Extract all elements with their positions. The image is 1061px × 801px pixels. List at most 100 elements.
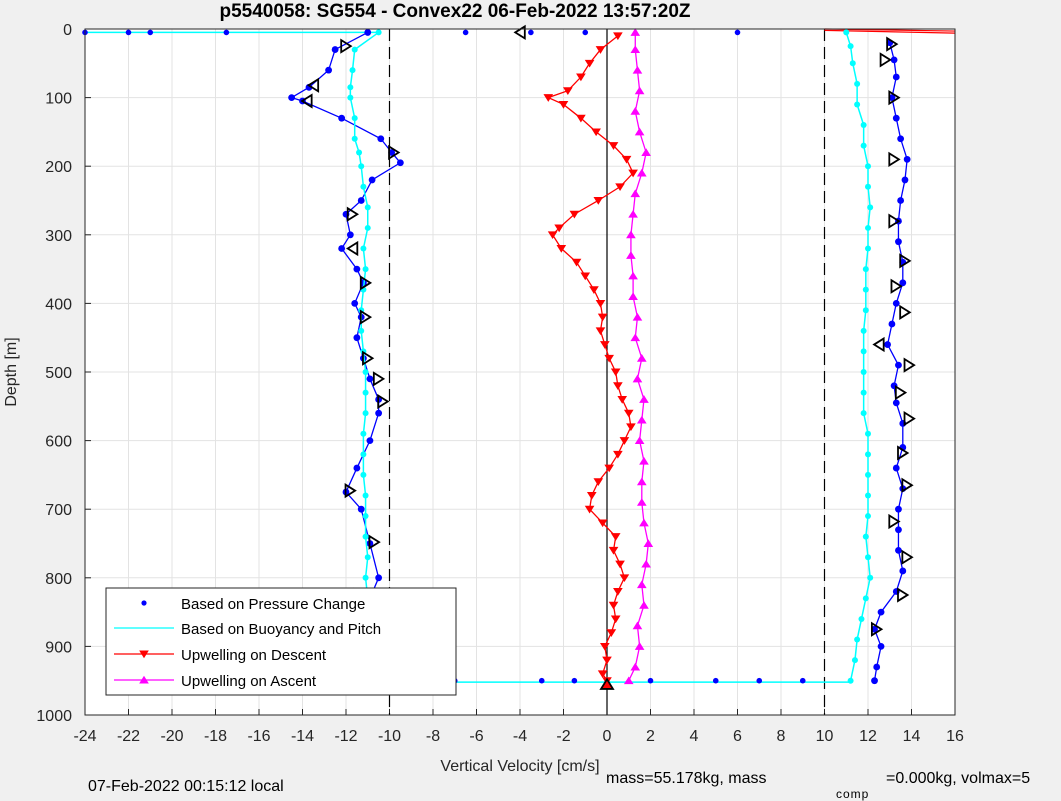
series-upwelling-on-descent-point	[593, 197, 604, 205]
series-based-on-pressure-change-point	[353, 464, 361, 472]
series-upwelling-on-ascent-point	[626, 230, 636, 239]
series-upwelling-on-ascent-point	[632, 374, 643, 383]
x-tick-label: 6	[733, 728, 742, 745]
series-based-on-buoyancy-and-pitch-point	[867, 204, 874, 211]
series-upwelling-on-ascent-point	[639, 456, 649, 465]
surface-point	[582, 29, 589, 36]
series-based-on-pressure-change-point	[353, 334, 361, 342]
series-upwelling-on-descent-point	[569, 210, 580, 219]
series-based-on-pressure-change-point	[375, 574, 383, 582]
y-tick-label: 200	[45, 159, 72, 176]
y-tick-label: 0	[63, 22, 72, 39]
legend-box	[105, 587, 457, 696]
plot-frame	[84, 28, 956, 716]
series-based-on-pressure-change-point	[899, 567, 907, 575]
x-tick-label: -8	[426, 728, 440, 745]
series-based-on-buoyancy-and-pitch-point	[860, 327, 867, 334]
y-tick-label: 800	[45, 571, 72, 588]
series-based-on-pressure-change-point	[877, 643, 885, 650]
x-axis-label: Vertical Velocity [cm/s]	[440, 758, 599, 775]
y-axis-label: Depth [m]	[3, 337, 20, 406]
legend-entry-buoyancy: Based on Buoyancy and Pitch	[114, 621, 381, 638]
series-based-on-pressure-change-point	[897, 197, 905, 204]
series-based-on-buoyancy-and-pitch-point	[358, 327, 365, 334]
series-based-on-pressure-change-point	[357, 197, 365, 204]
direction-marker-right	[368, 534, 381, 550]
series-upwelling-on-descent-point	[558, 101, 569, 109]
direction-marker-right	[886, 36, 899, 52]
direction-marker-right	[346, 206, 360, 222]
direction-marker-right	[879, 52, 892, 68]
footer-comp-volmax: =0.000kg, volmax=5	[886, 770, 1030, 787]
direction-marker-left	[346, 240, 359, 257]
series-upwelling-on-descent-point	[617, 395, 628, 404]
series-based-on-buoyancy-and-pitch-point	[349, 67, 356, 74]
legend-label-ascent: Upwelling on Ascent	[181, 673, 317, 690]
series-upwelling-on-descent-point	[608, 601, 619, 610]
series-based-on-buoyancy-and-pitch-point	[865, 430, 871, 437]
series-upwelling-on-descent-point	[615, 560, 625, 569]
series-upwelling-on-descent-point	[595, 299, 606, 308]
series-upwelling-on-ascent-point	[636, 477, 647, 486]
direction-marker-right	[890, 278, 903, 294]
surface-point	[125, 29, 132, 36]
series-upwelling-on-ascent-point	[634, 436, 645, 445]
series-upwelling-on-descent-point	[604, 354, 614, 363]
series-based-on-buoyancy-and-pitch-point	[858, 615, 865, 622]
series-based-on-pressure-change-point	[884, 341, 891, 348]
series-based-on-buoyancy-and-pitch-point	[860, 389, 867, 396]
series-upwelling-on-descent-point	[610, 615, 621, 624]
series-based-on-buoyancy-and-pitch-point	[854, 636, 861, 643]
series-based-on-buoyancy-and-pitch-point	[865, 451, 871, 458]
y-tick-label: 400	[45, 296, 72, 313]
series-upwelling-on-ascent-point	[641, 148, 651, 156]
series-based-on-buoyancy-and-pitch-point	[860, 348, 867, 355]
direction-marker-right	[388, 144, 401, 161]
series-based-on-buoyancy-and-pitch-point	[356, 149, 363, 156]
x-tick-label: 16	[946, 728, 964, 745]
series-based-on-buoyancy-and-pitch-point	[867, 574, 874, 581]
series-upwelling-on-descent-point	[584, 59, 595, 68]
series-based-on-buoyancy-and-pitch-point	[851, 657, 858, 664]
series-based-on-buoyancy-and-pitch-point	[865, 224, 871, 231]
surface-point	[756, 677, 763, 684]
series-based-on-pressure-change-point	[871, 625, 878, 633]
series-upwelling-on-descent-point	[547, 231, 558, 240]
series-upwelling-on-descent-point	[610, 533, 621, 541]
series-upwelling-on-descent-point	[623, 409, 634, 418]
series-upwelling-on-descent-point	[626, 423, 636, 432]
series-based-on-buoyancy-and-pitch-point	[865, 245, 871, 252]
series-based-on-buoyancy-and-pitch-point	[362, 389, 369, 396]
surface-point	[462, 29, 469, 36]
series-based-on-pressure-change-point	[366, 437, 374, 444]
footer-comp-subscript: comp	[836, 787, 869, 801]
series-upwelling-on-ascent-point	[636, 415, 647, 424]
series-based-on-pressure-change-point	[877, 608, 885, 616]
series-based-on-buoyancy-and-pitch-point	[360, 183, 367, 190]
surface-point	[147, 29, 154, 36]
series-upwelling-on-descent-point	[589, 286, 599, 294]
direction-marker-right	[888, 89, 901, 106]
legend-label-pressure: Based on Pressure Change	[181, 596, 365, 613]
series-based-on-buoyancy-and-pitch-point	[362, 574, 369, 581]
series-based-on-buoyancy-and-pitch-point	[375, 29, 382, 36]
series-upwelling-on-descent-point	[576, 73, 586, 82]
series-based-on-pressure-change-point	[890, 56, 898, 64]
direction-marker-right	[903, 357, 916, 373]
y-tick-label: 900	[45, 639, 72, 656]
series-based-on-buoyancy-and-pitch-point	[847, 677, 854, 684]
series-upwelling-on-ascent-point	[643, 539, 654, 547]
x-tick-label: 8	[777, 728, 786, 745]
series-based-on-pressure-change-point	[895, 526, 902, 534]
direction-marker-right	[897, 445, 910, 461]
x-tick-label: -16	[247, 728, 270, 745]
series-based-on-buoyancy-and-pitch-point	[862, 286, 869, 293]
y-tick-label: 300	[45, 228, 72, 245]
series-upwelling-on-descent-point	[610, 368, 621, 377]
series-based-on-buoyancy-and-pitch-point	[847, 43, 854, 50]
x-tick-label: 10	[816, 728, 834, 745]
series-based-on-pressure-change-point	[353, 265, 361, 273]
series-upwelling-on-descent-point	[597, 519, 608, 528]
series-based-on-buoyancy-and-pitch-point	[351, 115, 358, 122]
surface-point	[538, 677, 545, 684]
